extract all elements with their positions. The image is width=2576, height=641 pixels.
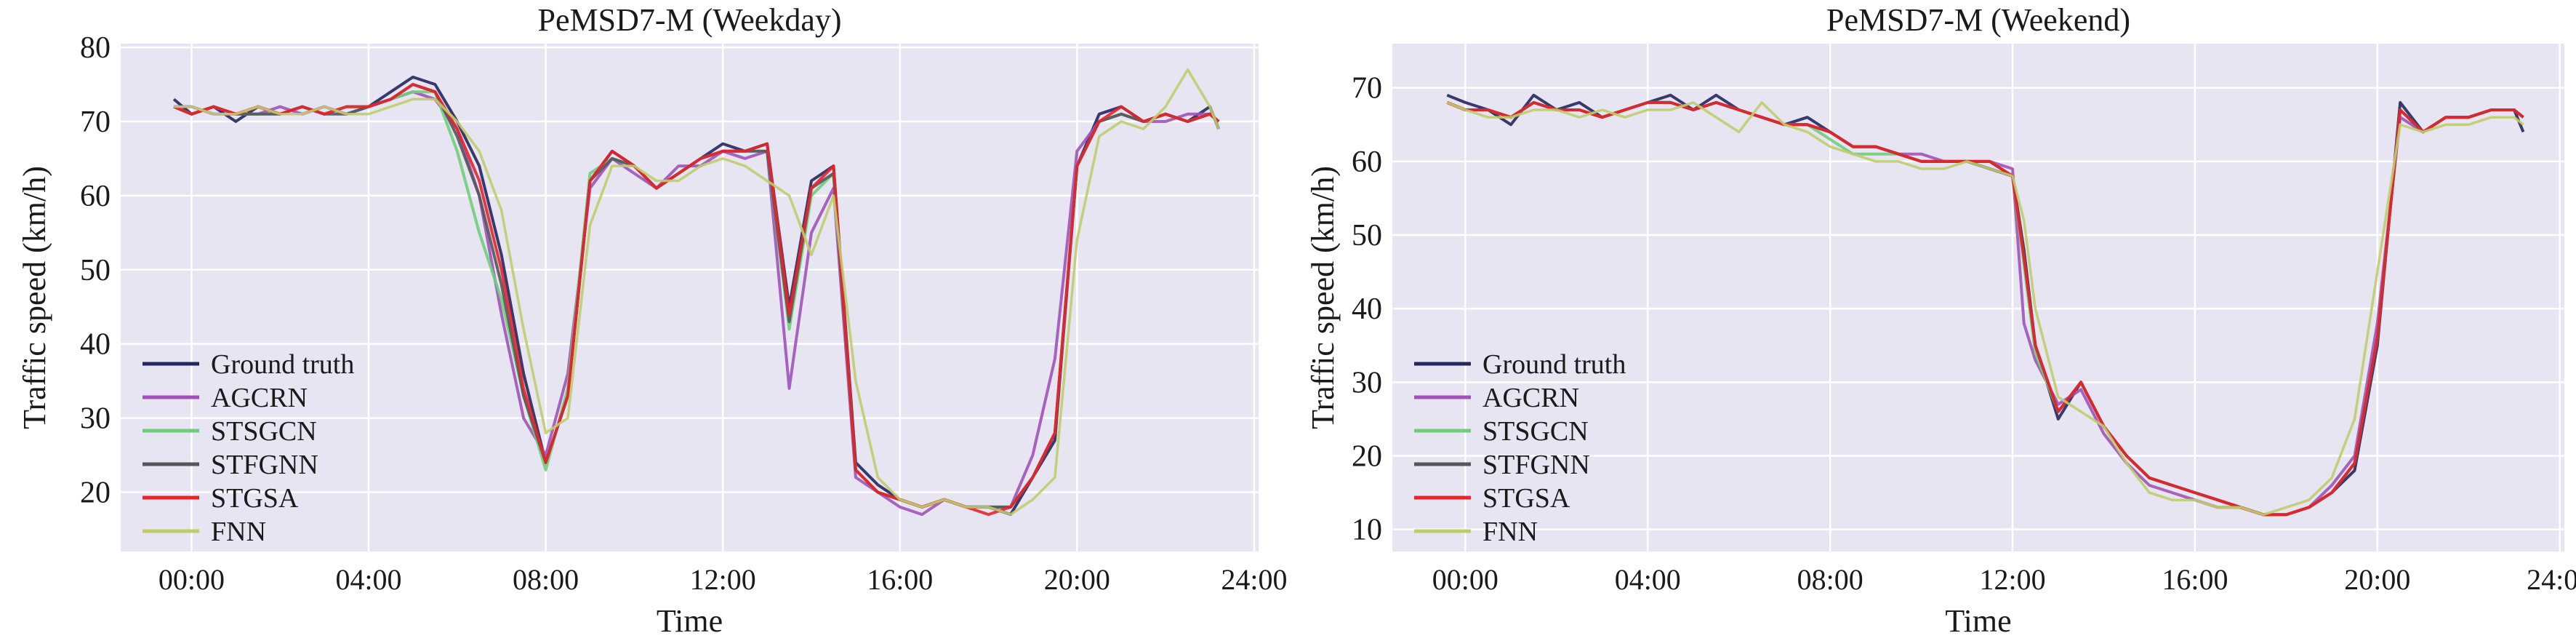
x-tick-label: 24:00 (2527, 563, 2576, 596)
x-tick-label: 16:00 (867, 563, 933, 596)
legend-label-stsgcn: STSGCN (1482, 416, 1589, 447)
x-tick-label: 08:00 (513, 563, 579, 596)
x-tick-label: 24:00 (1221, 563, 1287, 596)
y-tick-label: 40 (1352, 292, 1382, 326)
y-axis-label: Traffic speed (km/h) (1305, 166, 1341, 429)
x-tick-label: 16:00 (2162, 563, 2228, 596)
x-tick-label: 12:00 (1979, 563, 2045, 596)
legend-label-agcrn: AGCRN (1482, 383, 1579, 413)
series-group (172, 68, 1221, 517)
y-tick-label: 50 (1352, 219, 1382, 252)
x-axis-label: Time (657, 603, 723, 639)
x-tick-label: 08:00 (1797, 563, 1863, 596)
y-axis-label: Traffic speed (km/h) (17, 166, 52, 429)
series-line-stgsa (173, 83, 1220, 517)
chart-panel-weekend: 00:00 04:00 08:00 12:00 16:00 20:00 24:00 10 20 3… (1288, 0, 2576, 641)
x-tick-label: 20:00 (2344, 563, 2410, 596)
series-line-fnn (1446, 101, 2524, 517)
legend-label-fnn: FNN (211, 517, 266, 547)
chart-title: PeMSD7-M (Weekday) (537, 2, 841, 38)
x-tick-label: 20:00 (1044, 563, 1110, 596)
y-tick-label: 70 (80, 105, 111, 139)
x-tick-label: 04:00 (335, 563, 401, 596)
legend-label-ground-truth: Ground truth (211, 349, 354, 380)
series-group (1446, 93, 2525, 517)
chart-title: PeMSD7-M (Weekend) (1826, 2, 2130, 38)
y-tick-label: 70 (1352, 72, 1382, 105)
legend-label-ground-truth: Ground truth (1482, 349, 1626, 380)
y-tick-label: 50 (80, 254, 111, 287)
x-tick-label: 12:00 (690, 563, 756, 596)
legend-label-agcrn: AGCRN (211, 383, 308, 413)
line-chart-weekday: 00:00 04:00 08:00 12:00 16:00 20:00 24:00 20 30 4… (17, 2, 1287, 639)
series-line-fnn (174, 68, 1220, 516)
plot-area (121, 44, 1259, 552)
x-axis-label: Time (1945, 603, 2011, 639)
legend-label-stfgnn: STFGNN (1482, 450, 1590, 480)
y-tick-label: 60 (1352, 146, 1382, 179)
plot-area (1392, 44, 2564, 552)
chart-panel-weekday: 00:00 04:00 08:00 12:00 16:00 20:00 24:00 20 30 4… (17, 2, 1287, 639)
legend-label-stgsa: STGSA (211, 483, 299, 514)
line-chart-weekend: 00:00 04:00 08:00 12:00 16:00 20:00 24:00 10 20 3… (1305, 2, 2576, 639)
y-tick-label: 20 (1352, 439, 1382, 473)
x-tick-label: 00:00 (1432, 563, 1498, 596)
legend-label-stgsa: STGSA (1482, 483, 1570, 514)
y-tick-label: 30 (1352, 366, 1382, 399)
y-tick-label: 80 (80, 31, 111, 65)
x-tick-label: 00:00 (159, 563, 225, 596)
legend-label-stsgcn: STSGCN (211, 416, 317, 447)
legend-label-fnn: FNN (1482, 517, 1538, 547)
y-tick-label: 40 (80, 328, 111, 362)
y-tick-label: 30 (80, 402, 111, 436)
y-tick-label: 20 (80, 476, 111, 509)
series-line-stgsa (1446, 100, 2524, 517)
y-tick-label: 60 (80, 180, 111, 213)
legend-label-stfgnn: STFGNN (211, 450, 318, 480)
y-tick-label: 10 (1352, 514, 1382, 547)
x-tick-label: 04:00 (1615, 563, 1681, 596)
